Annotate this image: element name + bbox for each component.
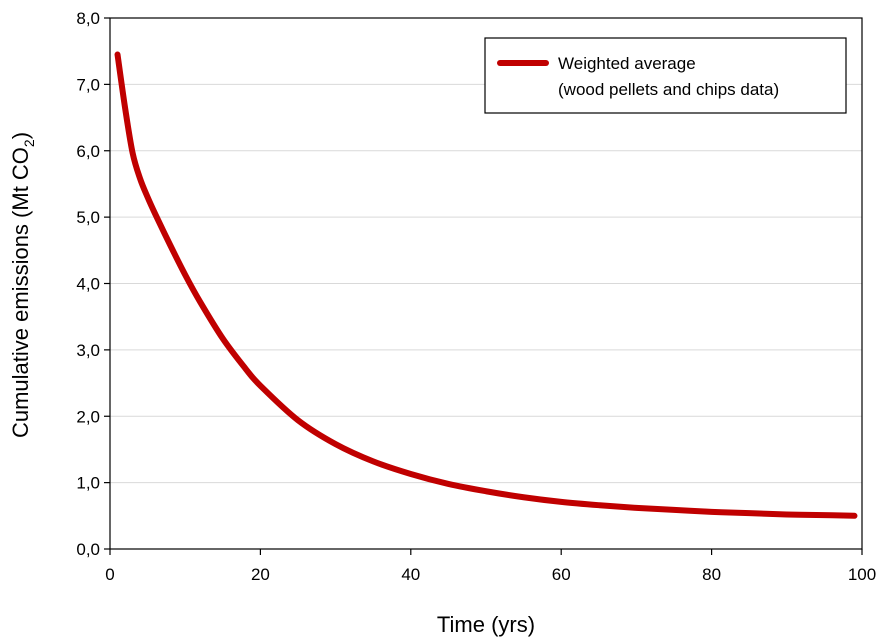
series-line-weighted-average <box>114 51 858 519</box>
x-tick-label-1: 20 <box>251 565 270 584</box>
legend-label-line2: (wood pellets and chips data) <box>558 80 779 99</box>
y-axis-title-subscript: 2 <box>21 139 37 147</box>
y-tick-label-1: 1,0 <box>76 474 100 493</box>
legend-box <box>484 37 847 114</box>
x-tick-label-2: 40 <box>401 565 420 584</box>
x-tick-label-3: 60 <box>552 565 571 584</box>
y-tick-label-7: 7,0 <box>76 75 100 94</box>
legend: Weighted average (wood pellets and chips… <box>484 37 847 114</box>
y-tick-labels: 0,0 1,0 2,0 3,0 4,0 5,0 6,0 7,0 8,0 <box>76 9 100 559</box>
y-tick-label-2: 2,0 <box>76 407 100 426</box>
y-tick-label-6: 6,0 <box>76 142 100 161</box>
legend-label-line1: Weighted average <box>558 54 696 73</box>
y-tick-label-5: 5,0 <box>76 208 100 227</box>
axis-ticks <box>104 17 863 555</box>
x-tick-label-0: 0 <box>105 565 114 584</box>
y-tick-label-8: 8,0 <box>76 9 100 28</box>
grid-lines <box>110 83 862 484</box>
y-tick-label-0: 0,0 <box>76 540 100 559</box>
y-axis-title: Cumulative emissions (Mt CO2) <box>8 132 37 438</box>
x-tick-label-5: 100 <box>848 565 876 584</box>
y-axis-title-close: ) <box>8 132 33 139</box>
y-axis-title-main: Cumulative emissions (Mt CO <box>8 147 33 438</box>
y-tick-label-3: 3,0 <box>76 341 100 360</box>
y-tick-label-4: 4,0 <box>76 275 100 294</box>
x-axis-title: Time (yrs) <box>437 612 535 637</box>
x-tick-labels: 0 20 40 60 80 100 <box>105 565 876 584</box>
x-tick-label-4: 80 <box>702 565 721 584</box>
